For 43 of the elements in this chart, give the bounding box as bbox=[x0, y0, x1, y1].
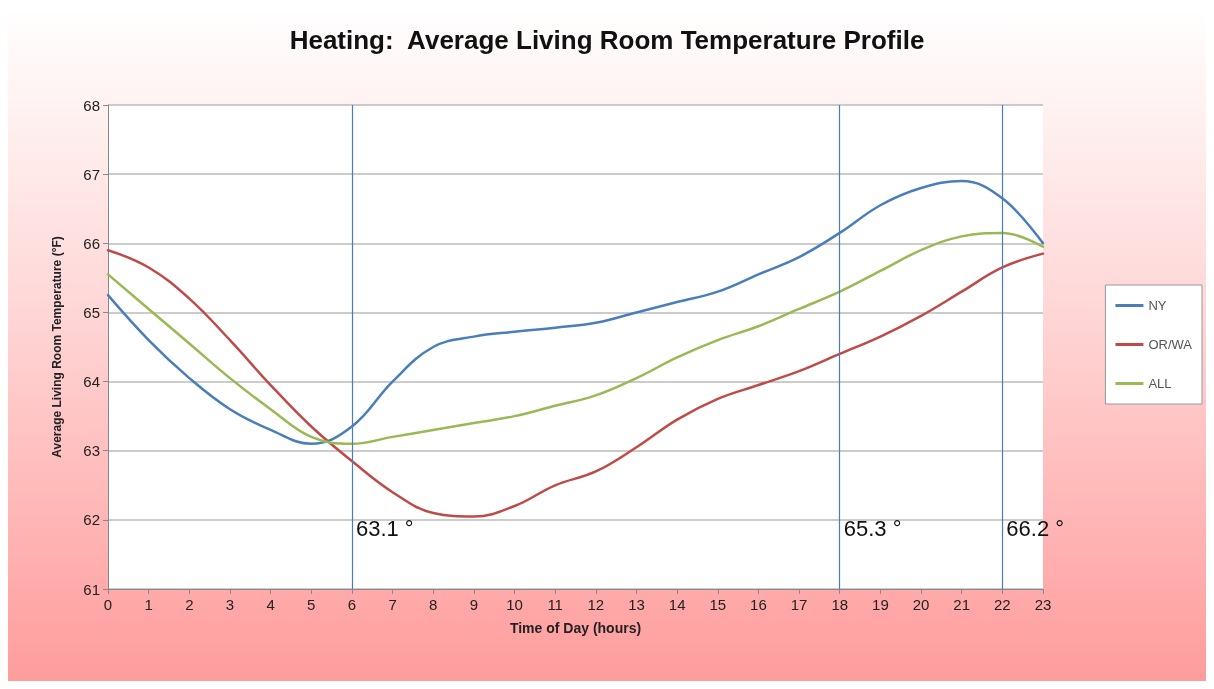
x-tick-label: 2 bbox=[185, 596, 194, 613]
x-tick-label: 10 bbox=[506, 596, 523, 613]
x-tick-label: 13 bbox=[628, 596, 645, 613]
y-tick-label: 64 bbox=[83, 373, 100, 391]
x-tick-label: 20 bbox=[912, 596, 930, 613]
legend-label: OR/WA bbox=[1148, 337, 1193, 352]
x-tick-label: 19 bbox=[872, 596, 889, 613]
x-tick-label: 21 bbox=[953, 596, 971, 613]
x-tick-label: 4 bbox=[266, 596, 275, 613]
x-tick-label: 8 bbox=[429, 596, 438, 613]
x-tick-label: 9 bbox=[469, 596, 479, 613]
x-tick-label: 23 bbox=[1034, 596, 1052, 613]
x-tick-label: 1 bbox=[144, 596, 153, 613]
y-tick-label: 67 bbox=[83, 165, 100, 183]
x-tick-label: 3 bbox=[225, 596, 235, 613]
y-tick-label: 63 bbox=[83, 442, 100, 460]
x-tick-label: 22 bbox=[994, 596, 1011, 613]
annotation: 63.1 ° bbox=[355, 515, 414, 541]
x-tick-label: 18 bbox=[831, 596, 849, 613]
line-series bbox=[106, 248, 1045, 518]
x-tick-label: 17 bbox=[790, 596, 808, 613]
x-tick-label: 6 bbox=[347, 596, 357, 613]
y-tick-label: 65 bbox=[83, 303, 100, 321]
annotation: 66.2 ° bbox=[1006, 515, 1065, 541]
y-tick-label: 61 bbox=[83, 580, 100, 598]
y-tick-label: 62 bbox=[83, 511, 100, 529]
annotation: 65.3 ° bbox=[843, 515, 902, 541]
x-axis-title: Time of Day (hours) bbox=[509, 620, 642, 636]
legend-label: NY bbox=[1148, 298, 1167, 313]
legend-label: ALL bbox=[1148, 376, 1172, 391]
x-tick-label: 15 bbox=[709, 596, 727, 613]
x-tick-label: 14 bbox=[668, 596, 686, 613]
x-tick-label: 12 bbox=[587, 596, 605, 613]
y-axis-title: Average Living Room Temperature (°F) bbox=[50, 236, 64, 458]
x-tick-label: 7 bbox=[388, 596, 397, 613]
chart-title: Heating: Average Living Room Temperature Profile bbox=[289, 25, 925, 55]
x-tick-label: 11 bbox=[547, 596, 563, 613]
x-tick-label: 5 bbox=[307, 596, 316, 613]
x-tick-label: 16 bbox=[750, 596, 767, 613]
y-tick-label: 68 bbox=[83, 96, 100, 114]
line-series bbox=[106, 231, 1045, 446]
y-tick-label: 66 bbox=[83, 234, 100, 252]
x-tick-label: 0 bbox=[103, 596, 113, 613]
